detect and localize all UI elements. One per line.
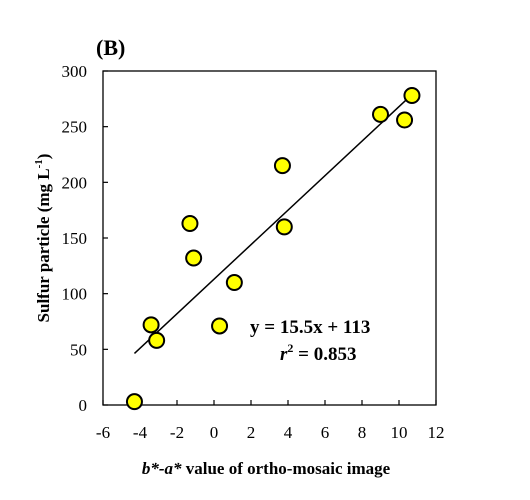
x-axis-label-variable: b*-a* [142, 459, 182, 478]
y-tick-label: 50 [70, 340, 87, 359]
y-tick-label: 0 [79, 396, 88, 415]
x-axis: -6 -4 -2 0 2 4 6 8 10 12 [96, 400, 445, 442]
r-squared: r2 = 0.853 [280, 341, 356, 365]
y-tick-label: 300 [62, 62, 88, 81]
data-points [125, 86, 421, 411]
r-squared-value: = 0.853 [293, 344, 356, 365]
x-tick-label: 2 [247, 423, 256, 442]
y-axis-label-exponent: -1 [33, 159, 45, 168]
x-tick-label: 0 [210, 423, 219, 442]
data-point [403, 86, 421, 104]
regression-equation: y = 15.5x + 113 [250, 317, 370, 338]
y-tick-label: 100 [62, 285, 88, 304]
x-tick-label: -2 [170, 423, 184, 442]
y-axis: 0 50 100 150 200 250 300 [62, 62, 108, 415]
data-point [396, 111, 414, 129]
x-axis-label-text: value of ortho-mosaic image [181, 459, 390, 478]
y-tick-label: 200 [62, 173, 88, 192]
y-axis-label: Sulfur particle (mg L-1) [33, 154, 53, 323]
x-tick-label: 6 [321, 423, 330, 442]
y-axis-label-text: Sulfur particle (mg L [34, 168, 53, 322]
x-tick-label: -6 [96, 423, 110, 442]
plot-frame [102, 70, 437, 406]
panel-label: (B) [96, 35, 125, 60]
data-point [185, 249, 203, 267]
data-point [275, 218, 293, 236]
y-tick-label: 150 [62, 229, 88, 248]
regression-line [133, 92, 415, 354]
x-tick-label: 4 [284, 423, 293, 442]
data-point [125, 393, 143, 411]
x-tick-label: -4 [133, 423, 148, 442]
data-point [225, 274, 243, 292]
x-tick-label: 12 [428, 423, 445, 442]
y-tick-label: 250 [62, 118, 88, 137]
data-point [372, 105, 389, 123]
x-tick-label: 8 [358, 423, 367, 442]
r-squared-superscript: 2 [287, 341, 293, 355]
x-axis-label: b*-a* value of ortho-mosaic image [142, 459, 391, 478]
y-axis-label-close: ) [34, 154, 53, 160]
data-point [142, 316, 160, 334]
data-point [181, 215, 199, 233]
r-squared-symbol: r [280, 344, 288, 365]
data-point [273, 157, 291, 175]
data-point [211, 317, 229, 335]
data-point [148, 331, 166, 349]
x-tick-label: 10 [391, 423, 408, 442]
